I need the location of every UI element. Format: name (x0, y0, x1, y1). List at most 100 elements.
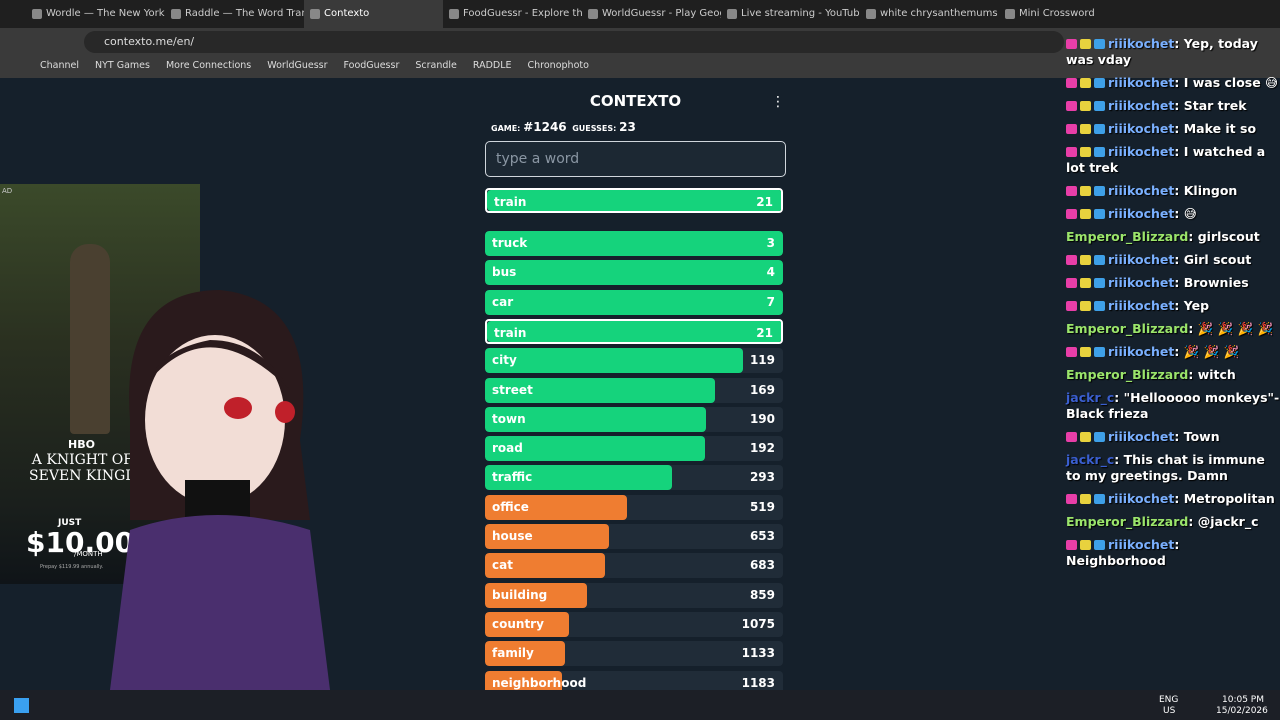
chat-user: Emperor_Blizzard (1066, 321, 1189, 336)
badge (1080, 101, 1091, 111)
guess-bar (485, 465, 672, 491)
badge (1066, 78, 1077, 88)
chat-message: riiikochet: Brownies (1066, 275, 1280, 291)
chat-message: riiikochet: Klingon (1066, 183, 1280, 199)
ad-price: $10.00 (26, 526, 135, 559)
chat-text: Yep (1183, 298, 1210, 313)
bookmark[interactable]: Channel (40, 60, 80, 71)
url[interactable]: contexto.me/en/ (84, 31, 1064, 53)
badge (1080, 124, 1091, 134)
guess-word: office (492, 499, 529, 514)
tab[interactable]: Mini Crossword (999, 0, 1138, 28)
guess-row: traffic 293 (485, 465, 783, 491)
badge (1066, 278, 1077, 288)
badge (1066, 209, 1077, 219)
chat-text: 🎉 🎉 🎉 (1183, 344, 1240, 359)
chat-message: riiikochet: 😅 (1066, 206, 1280, 222)
guess-row: train 21 (485, 318, 783, 344)
guess-rank: 169 (749, 382, 775, 397)
guess-rank: 21 (756, 195, 773, 209)
chat-text: girlscout (1197, 229, 1260, 244)
badge (1094, 255, 1105, 265)
chat-colon: : (1174, 491, 1184, 506)
tab[interactable]: FoodGuessr - Explore the (443, 0, 582, 28)
badge (1066, 124, 1077, 134)
ad-fine-print: Prepay $119.99 annually. (40, 564, 104, 570)
guess-rank: 119 (749, 353, 775, 368)
guess-row: country 1075 (485, 611, 783, 637)
bookmark[interactable]: Scrandle (415, 60, 457, 71)
badge (1066, 147, 1077, 157)
chat-colon: : (1188, 514, 1198, 529)
word-input[interactable]: type a word (485, 141, 786, 177)
badge (1080, 255, 1091, 265)
guess-word: town (492, 411, 526, 426)
chat-colon: : (1188, 367, 1198, 382)
chat-colon: : (1174, 75, 1184, 90)
badge (1066, 301, 1077, 311)
guess-rank: 7 (766, 294, 775, 309)
guess-rank: 859 (749, 587, 775, 602)
game-label: GAME: (491, 124, 521, 133)
tab[interactable]: Wordle — The New York (26, 0, 165, 28)
badge (1094, 147, 1105, 157)
badge (1094, 540, 1105, 550)
chat-user: riiikochet (1108, 252, 1175, 267)
tab[interactable]: white chrysanthemums - (860, 0, 999, 28)
chat-colon: : (1188, 229, 1198, 244)
chat-user: riiikochet (1108, 121, 1175, 136)
guess-bar (485, 582, 587, 608)
guess-word: house (492, 529, 533, 543)
chat-message: riiikochet: Neighborhood (1066, 537, 1280, 569)
bookmark[interactable]: RADDLE (472, 60, 512, 71)
chat-text: Town (1183, 429, 1220, 444)
bookmark[interactable]: WorldGuessr (267, 60, 328, 71)
tab[interactable]: Contexto (304, 0, 443, 28)
tab[interactable]: Live streaming - YouTube (721, 0, 860, 28)
chat-message: Emperor_Blizzard: 🎉 🎉 🎉 🎉 (1066, 321, 1280, 337)
badge (1080, 186, 1091, 196)
guess-bar (485, 611, 570, 637)
chat-colon: : (1188, 321, 1198, 336)
start-button[interactable] (14, 698, 29, 713)
guess-bar (487, 320, 781, 342)
guess-rank: 1133 (741, 646, 775, 661)
chat-text: Metropolitan (1183, 491, 1275, 506)
chat-user: riiikochet (1108, 275, 1175, 290)
game-title: CONTEXTO (589, 92, 682, 110)
guesses-count: 23 (619, 120, 636, 134)
chat-user: riiikochet (1108, 298, 1175, 313)
chat-message: riiikochet: Metropolitan (1066, 491, 1280, 507)
chat-user: riiikochet (1108, 98, 1175, 113)
tab[interactable]: Raddle — The Word Tran (165, 0, 304, 28)
bookmark[interactable]: FoodGuessr (343, 60, 400, 71)
chat-user: jackr_c (1066, 390, 1115, 405)
chat-message: riiikochet: Star trek (1066, 98, 1280, 114)
ad-brand: HBO (68, 438, 95, 451)
badge (1094, 301, 1105, 311)
badge (1094, 78, 1105, 88)
bookmark[interactable]: Chronophoto (527, 60, 589, 71)
guess-bar (485, 231, 783, 256)
badge (1066, 186, 1077, 196)
badge (1066, 101, 1077, 111)
guess-rank: 683 (749, 558, 775, 573)
bookmarks-bar: Channel NYT Games More Connections WorldGue… (0, 56, 1280, 78)
menu-button[interactable]: ⋮ (771, 94, 785, 110)
guess-row: city 119 (485, 348, 783, 374)
chat-user: Emperor_Blizzard (1066, 367, 1189, 382)
guess-word: train (494, 195, 527, 209)
tab[interactable]: WorldGuessr - Play Geog (582, 0, 721, 28)
guess-row: car 7 (485, 289, 783, 315)
guess-rank: 1183 (741, 675, 775, 690)
bookmark[interactable]: NYT Games (95, 60, 150, 71)
bookmark[interactable]: More Connections (165, 60, 252, 71)
tab-strip: Wordle — The New York Raddle — The Word T… (0, 0, 1280, 28)
guess-rank: 293 (749, 470, 775, 485)
chat-text: This chat is immune to my greetings. Dam… (1066, 452, 1265, 483)
badge (1080, 209, 1091, 219)
chat-text: Klingon (1183, 183, 1238, 198)
chat-message: riiikochet: Yep, today was vday (1066, 36, 1280, 68)
chat-message: jackr_c: "Hellooooo monkeys"-Black friez… (1066, 390, 1280, 422)
